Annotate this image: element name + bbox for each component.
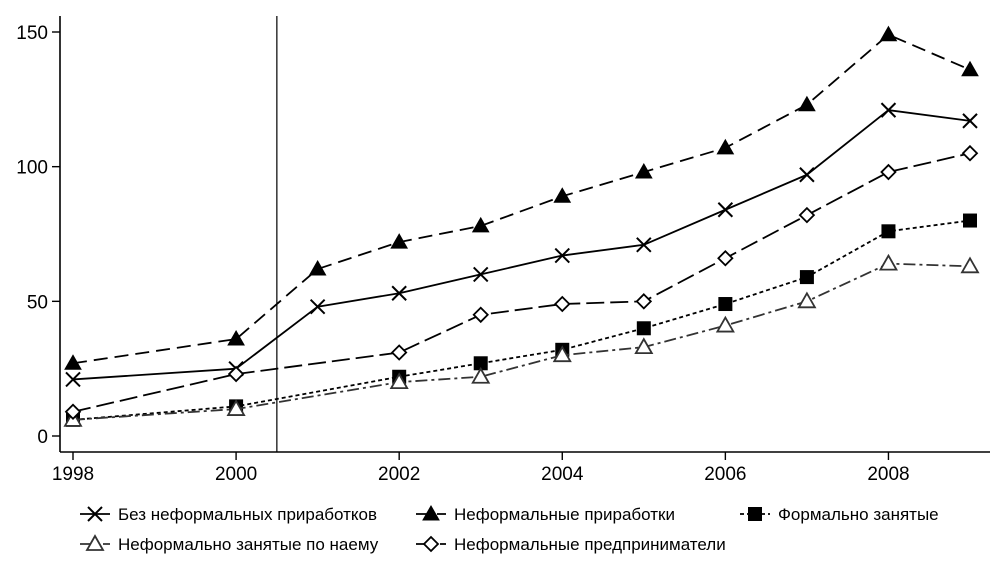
legend-item: Формально занятые: [740, 505, 939, 524]
data-point: [960, 256, 980, 274]
data-point: [881, 224, 896, 239]
x-tick-label: 2004: [541, 464, 584, 485]
x-tick-label: 1998: [52, 464, 94, 485]
data-point: [799, 270, 814, 285]
data-point: [553, 187, 572, 203]
legend-marker: [87, 506, 103, 522]
y-tick-label: 50: [27, 292, 48, 313]
x-tick-label: 2000: [215, 464, 257, 485]
data-point: [717, 202, 734, 218]
data-point: [716, 138, 735, 155]
series-4: [64, 144, 979, 421]
data-point: [878, 253, 899, 271]
data-point: [634, 163, 653, 179]
x-tick-label: 2002: [378, 464, 420, 485]
y-tick-label: 0: [37, 427, 48, 448]
legend-item: Неформально занятые по наему: [80, 534, 379, 554]
data-point: [799, 167, 815, 183]
data-point: [554, 295, 571, 313]
data-point: [554, 247, 570, 264]
data-point: [961, 144, 979, 162]
legend-marker: [85, 534, 105, 551]
data-point: [797, 291, 817, 309]
data-point: [227, 330, 245, 346]
data-point: [636, 321, 651, 336]
data-point: [472, 306, 489, 324]
data-point: [717, 249, 734, 267]
data-point: [880, 163, 897, 181]
data-point: [552, 345, 572, 363]
data-point: [635, 293, 653, 310]
legend-item: Неформальные предприниматели: [416, 535, 726, 554]
legend-item: Неформальные приработки: [416, 504, 675, 524]
data-point: [389, 372, 409, 390]
legend-label: Формально занятые: [778, 505, 939, 524]
data-point: [962, 113, 978, 129]
data-point: [961, 60, 979, 77]
legend-marker: [748, 507, 762, 521]
data-point: [634, 337, 654, 355]
legend-label: Неформально занятые по наему: [118, 535, 379, 554]
data-point: [473, 356, 488, 371]
legend: Без неформальных приработков Неформальные…: [80, 504, 939, 554]
data-point: [798, 206, 816, 224]
series-line: [72, 109, 971, 381]
axes: 0 50 100 150 1998 2000 2002 2004 2006 2008: [16, 16, 990, 485]
data-point: [718, 297, 733, 312]
data-point: [391, 285, 407, 301]
legend-item: Без неформальных приработков: [80, 505, 377, 524]
data-point: [64, 354, 82, 370]
series-2: [66, 213, 977, 427]
data-point: [226, 399, 246, 416]
data-point: [636, 237, 652, 253]
series-1: [64, 25, 979, 370]
series-line: [72, 219, 971, 421]
series-line: [72, 33, 971, 365]
series-layer: [63, 25, 980, 427]
x-tick-label: 2006: [704, 464, 746, 485]
data-point: [715, 315, 735, 333]
data-point: [798, 95, 816, 112]
data-point: [471, 366, 491, 384]
x-tick-label: 2008: [867, 464, 909, 485]
data-point: [309, 299, 326, 315]
data-point: [227, 365, 245, 383]
data-point: [390, 233, 409, 249]
y-tick-label: 100: [16, 158, 48, 179]
data-point: [471, 216, 490, 233]
data-point: [308, 260, 327, 276]
data-point: [880, 102, 897, 118]
data-point: [473, 266, 489, 283]
series-line: [72, 262, 971, 421]
series-line: [72, 152, 971, 413]
data-point: [65, 371, 81, 388]
data-point: [390, 344, 408, 361]
series-3: [63, 253, 980, 427]
legend-label: Неформальные приработки: [454, 505, 675, 524]
data-point: [64, 403, 82, 421]
legend-marker: [422, 535, 440, 553]
legend-label: Без неформальных приработков: [118, 505, 377, 524]
y-tick-label: 150: [16, 23, 48, 44]
data-point: [879, 25, 898, 42]
legend-marker: [422, 504, 440, 521]
data-point: [963, 213, 977, 228]
legend-label: Неформальные предприниматели: [454, 535, 726, 554]
